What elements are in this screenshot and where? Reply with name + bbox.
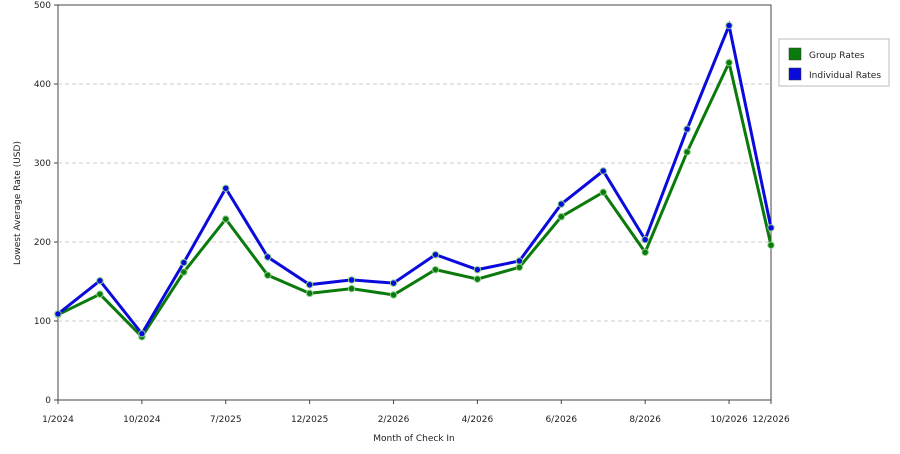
- data-point: [641, 248, 649, 256]
- data-point: [389, 279, 398, 287]
- data-point: [264, 253, 272, 261]
- data-point: [389, 291, 398, 299]
- data-point: [515, 263, 524, 271]
- y-tick-label: 300: [34, 159, 51, 169]
- data-point: [515, 257, 524, 265]
- x-tick-label: 6/2026: [545, 415, 577, 425]
- y-tick-label: 0: [45, 396, 51, 406]
- y-tick-label: 200: [34, 238, 51, 248]
- data-point: [431, 265, 440, 274]
- data-point: [473, 265, 482, 274]
- x-tick-label: 12/2026: [752, 415, 790, 425]
- data-point: [767, 241, 775, 249]
- y-tick-label: 500: [34, 1, 51, 11]
- data-point: [222, 184, 230, 192]
- data-point: [473, 275, 482, 283]
- data-point: [557, 200, 565, 208]
- series-line: [57, 20, 773, 337]
- data-point: [599, 188, 607, 196]
- data-point: [725, 58, 733, 67]
- data-point: [305, 289, 314, 298]
- legend-swatch: [788, 47, 802, 61]
- data-point: [557, 213, 565, 221]
- data-point: [347, 276, 356, 284]
- data-point: [264, 271, 272, 279]
- data-point: [347, 284, 356, 293]
- series-line: [57, 58, 773, 340]
- x-tick-label: 2/2026: [378, 415, 410, 425]
- legend-label: Individual Rates: [809, 71, 881, 81]
- x-tick-label: 4/2026: [462, 415, 494, 425]
- y-tick-label: 100: [34, 317, 51, 327]
- y-axis-label: Lowest Average Rate (USD): [13, 141, 23, 265]
- x-tick-label: 1/2024: [42, 415, 74, 425]
- data-point: [180, 268, 188, 276]
- x-tick-label: 10/2026: [710, 415, 748, 425]
- data-point: [641, 235, 649, 244]
- data-point: [54, 310, 62, 318]
- data-point: [725, 21, 733, 30]
- x-tick-label: 7/2025: [210, 415, 242, 425]
- legend-swatch: [788, 67, 802, 81]
- data-point: [683, 148, 691, 156]
- x-tick-label: 8/2026: [629, 415, 661, 425]
- x-axis-label: Month of Check In: [373, 434, 455, 444]
- data-point: [767, 224, 775, 232]
- data-point: [683, 125, 691, 133]
- y-tick-label: 400: [34, 80, 51, 90]
- data-point: [222, 215, 230, 223]
- data-point: [180, 258, 188, 267]
- data-point: [138, 329, 146, 338]
- plot-area: [57, 4, 772, 401]
- data-point: [431, 250, 440, 259]
- x-tick-label: 12/2025: [291, 415, 328, 425]
- data-point: [305, 280, 314, 289]
- legend-label: Group Rates: [809, 51, 865, 61]
- x-tick-label: 10/2024: [123, 415, 161, 425]
- data-point: [96, 290, 104, 298]
- data-point: [599, 167, 607, 175]
- data-point: [96, 277, 104, 285]
